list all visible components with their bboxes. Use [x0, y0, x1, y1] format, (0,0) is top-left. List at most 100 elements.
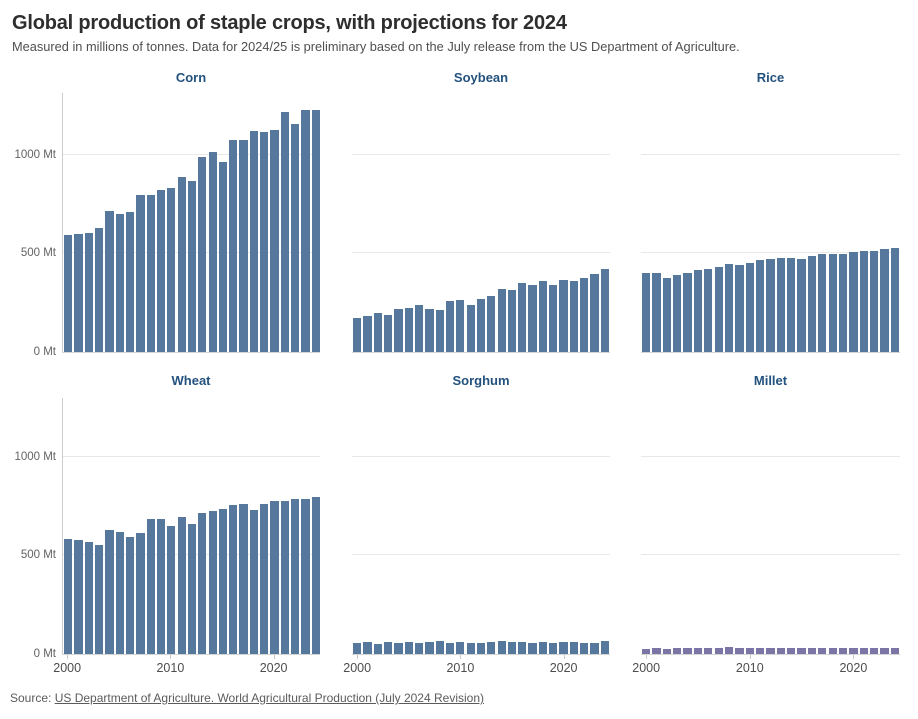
bar-corn-2015[interactable] — [218, 162, 228, 352]
bar-millet-2016[interactable] — [807, 648, 817, 654]
bar-wheat-2010[interactable] — [167, 526, 176, 654]
bar-rice-2007[interactable] — [714, 267, 723, 352]
bar-millet-2014[interactable] — [787, 648, 796, 654]
bar-sorghum-2000[interactable] — [353, 643, 362, 654]
bar-wheat-2012[interactable] — [187, 524, 197, 654]
bar-millet-2002[interactable] — [662, 649, 672, 654]
bar-sorghum-2001[interactable] — [363, 642, 372, 654]
bar-corn-2011[interactable] — [177, 177, 186, 352]
bar-wheat-2016[interactable] — [229, 505, 238, 654]
bar-wheat-2006[interactable] — [125, 537, 135, 654]
bar-soybean-2014[interactable] — [497, 289, 506, 352]
bar-sorghum-2002[interactable] — [373, 644, 382, 654]
bar-rice-2006[interactable] — [704, 269, 713, 352]
bar-sorghum-2018[interactable] — [538, 642, 548, 654]
bar-wheat-2018[interactable] — [249, 510, 259, 654]
bar-millet-2005[interactable] — [693, 648, 703, 654]
bar-corn-2017[interactable] — [239, 140, 248, 352]
bar-millet-2012[interactable] — [766, 648, 775, 654]
bar-soybean-2018[interactable] — [538, 281, 548, 352]
bar-corn-2016[interactable] — [229, 140, 238, 352]
bar-corn-2023[interactable] — [301, 110, 310, 352]
bar-corn-2005[interactable] — [115, 214, 124, 352]
bar-soybean-2020[interactable] — [559, 280, 568, 352]
bar-soybean-2012[interactable] — [476, 299, 486, 352]
bar-rice-2024[interactable] — [890, 248, 899, 352]
bar-sorghum-2017[interactable] — [528, 643, 537, 654]
bar-wheat-2011[interactable] — [177, 517, 186, 654]
bar-corn-2007[interactable] — [136, 195, 145, 352]
bar-rice-2017[interactable] — [818, 254, 827, 352]
source-link[interactable]: US Department of Agriculture. World Agri… — [54, 691, 485, 705]
bar-soybean-2003[interactable] — [383, 315, 393, 352]
bar-soybean-2021[interactable] — [569, 281, 578, 352]
bar-corn-2018[interactable] — [249, 131, 259, 352]
bar-wheat-2000[interactable] — [64, 539, 73, 654]
bar-corn-2000[interactable] — [64, 235, 73, 352]
bar-soybean-2023[interactable] — [590, 274, 599, 352]
bar-sorghum-2022[interactable] — [580, 643, 589, 654]
bar-millet-2021[interactable] — [859, 648, 868, 654]
bar-millet-2013[interactable] — [776, 648, 785, 654]
bar-wheat-2005[interactable] — [115, 532, 124, 654]
bar-rice-2009[interactable] — [735, 265, 744, 352]
bar-millet-2006[interactable] — [704, 648, 713, 654]
bar-millet-2011[interactable] — [756, 648, 765, 654]
bar-corn-2004[interactable] — [105, 211, 114, 352]
bar-sorghum-2008[interactable] — [435, 641, 444, 654]
bar-wheat-2008[interactable] — [146, 519, 155, 654]
bar-corn-2006[interactable] — [125, 212, 135, 352]
bar-soybean-2005[interactable] — [404, 308, 413, 352]
bar-wheat-2007[interactable] — [136, 533, 145, 654]
bar-sorghum-2004[interactable] — [394, 643, 403, 654]
bar-wheat-2003[interactable] — [94, 545, 104, 654]
bar-sorghum-2009[interactable] — [445, 643, 455, 654]
bar-rice-2008[interactable] — [724, 264, 734, 352]
bar-sorghum-2007[interactable] — [425, 642, 434, 654]
bar-corn-2009[interactable] — [156, 190, 166, 352]
bar-sorghum-2012[interactable] — [476, 643, 486, 654]
bar-millet-2017[interactable] — [818, 648, 827, 654]
bar-wheat-2004[interactable] — [105, 530, 114, 654]
bar-rice-2001[interactable] — [652, 273, 661, 352]
bar-wheat-2014[interactable] — [208, 511, 217, 654]
bar-corn-2014[interactable] — [208, 152, 217, 352]
bar-soybean-2009[interactable] — [445, 301, 455, 352]
bar-sorghum-2014[interactable] — [497, 641, 506, 654]
bar-wheat-2021[interactable] — [280, 501, 289, 654]
bar-soybean-2017[interactable] — [528, 285, 537, 352]
bar-wheat-2020[interactable] — [270, 501, 279, 654]
bar-rice-2011[interactable] — [756, 260, 765, 352]
bar-millet-2001[interactable] — [652, 648, 661, 654]
bar-soybean-2016[interactable] — [518, 283, 527, 352]
bar-corn-2001[interactable] — [74, 234, 83, 352]
bar-wheat-2022[interactable] — [291, 499, 300, 654]
bar-soybean-2007[interactable] — [425, 309, 434, 352]
bar-sorghum-2024[interactable] — [600, 641, 609, 654]
bar-sorghum-2019[interactable] — [549, 643, 558, 654]
bar-millet-2015[interactable] — [797, 648, 806, 654]
bar-soybean-2004[interactable] — [394, 309, 403, 352]
bar-rice-2020[interactable] — [849, 252, 858, 352]
bar-rice-2000[interactable] — [642, 273, 651, 352]
bar-soybean-2022[interactable] — [580, 278, 589, 352]
bar-millet-2018[interactable] — [828, 648, 837, 654]
bar-rice-2022[interactable] — [869, 251, 879, 352]
bar-rice-2013[interactable] — [776, 258, 785, 352]
bar-corn-2020[interactable] — [270, 130, 279, 352]
bar-soybean-2011[interactable] — [466, 305, 475, 352]
bar-sorghum-2005[interactable] — [404, 642, 413, 654]
bar-sorghum-2003[interactable] — [383, 642, 393, 654]
bar-rice-2023[interactable] — [880, 249, 889, 352]
bar-millet-2004[interactable] — [683, 648, 692, 654]
bar-corn-2012[interactable] — [187, 181, 197, 352]
bar-wheat-2001[interactable] — [74, 540, 83, 654]
bar-corn-2013[interactable] — [198, 157, 207, 352]
bar-wheat-2017[interactable] — [239, 504, 248, 654]
bar-rice-2021[interactable] — [859, 251, 868, 352]
bar-millet-2024[interactable] — [890, 648, 899, 654]
bar-soybean-2006[interactable] — [414, 305, 424, 352]
bar-soybean-2002[interactable] — [373, 313, 382, 352]
bar-wheat-2024[interactable] — [311, 497, 320, 654]
bar-corn-2021[interactable] — [280, 112, 289, 352]
